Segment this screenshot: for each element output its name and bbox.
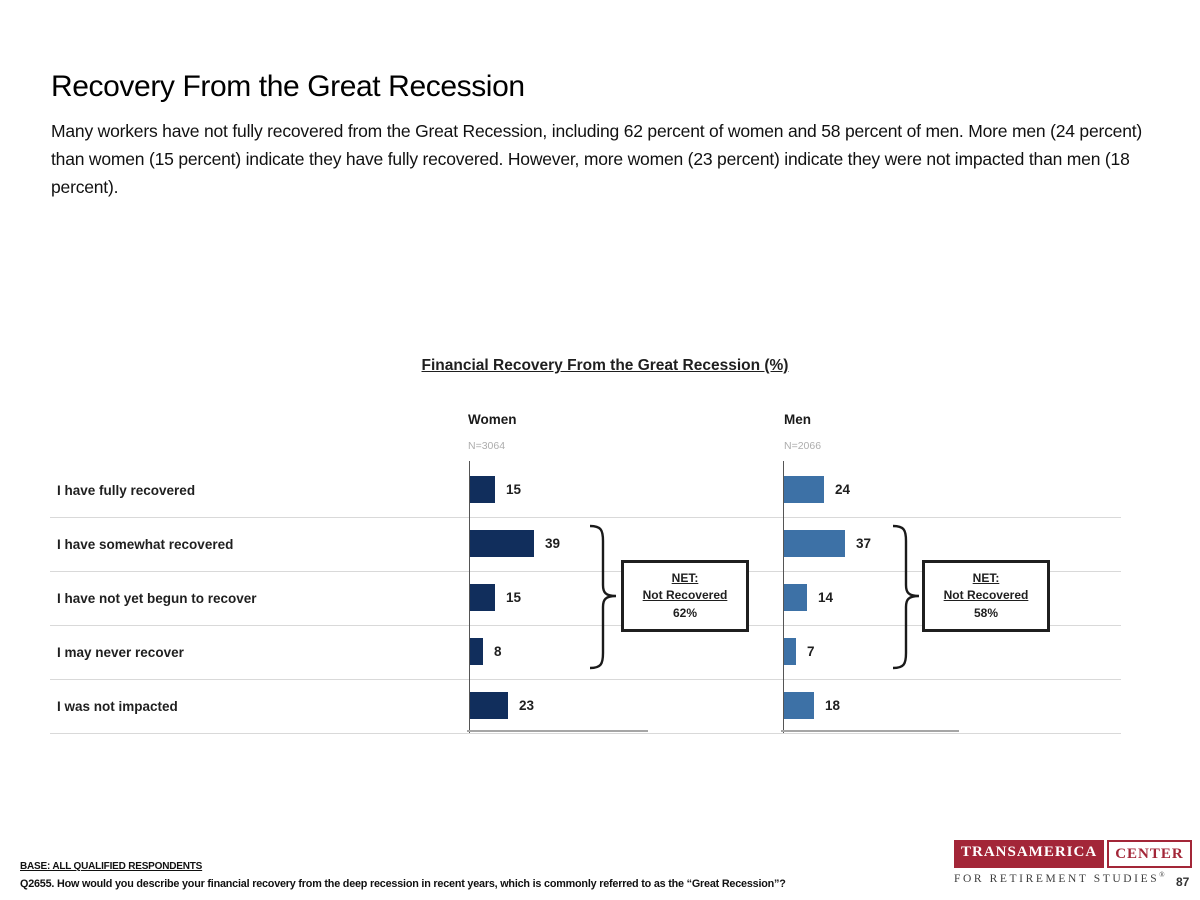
column-header-women: Women	[468, 412, 517, 427]
women-bar-value: 15	[506, 482, 522, 497]
women-axis-line	[469, 461, 470, 733]
category-label: I have somewhat recovered	[57, 536, 234, 552]
logo-tagline-text: FOR RETIREMENT STUDIES	[954, 872, 1160, 885]
category-label: I have fully recovered	[57, 482, 196, 498]
women-net-value: 62%	[672, 605, 698, 620]
registered-mark: ®	[1159, 871, 1165, 879]
category-label: I may never recover	[57, 644, 184, 660]
men-axis-line	[783, 461, 784, 733]
women-bar	[470, 530, 534, 557]
women-net-sublabel: Not Recovered	[642, 588, 728, 603]
women-bar-value: 15	[506, 590, 522, 605]
men-net-label: NET:	[972, 570, 1000, 585]
sample-size-men: N=2066	[784, 440, 822, 452]
women-bar-value: 23	[519, 698, 535, 713]
row-separator	[50, 517, 1121, 518]
base-note: BASE: ALL QUALIFIED RESPONDENTS	[20, 861, 203, 872]
women-bar	[470, 638, 483, 665]
women-bar-value: 39	[545, 536, 561, 551]
category-label: I was not impacted	[57, 698, 178, 714]
category-label: I have not yet begun to recover	[57, 590, 257, 606]
women-net-label: NET:	[671, 570, 699, 585]
column-header-men: Men	[784, 412, 811, 427]
question-note: Q2655. How would you describe your finan…	[20, 878, 786, 890]
women-net-box: NET: Not Recovered 62%	[621, 560, 749, 632]
men-net-box: NET: Not Recovered 58%	[922, 560, 1050, 632]
men-net-bracket	[892, 524, 920, 670]
men-bar	[784, 530, 845, 557]
men-bar	[784, 692, 814, 719]
logo-center: CENTER	[1107, 840, 1192, 868]
women-bar-value: 8	[494, 644, 502, 659]
men-bar-value: 18	[825, 698, 841, 713]
women-net-bracket	[589, 524, 617, 670]
men-bar	[784, 476, 824, 503]
logo-tagline: FOR RETIREMENT STUDIES®	[954, 871, 1166, 885]
men-net-value: 58%	[973, 605, 999, 620]
row-separator	[50, 733, 1121, 734]
men-net-sublabel: Not Recovered	[943, 588, 1029, 603]
men-bar-value: 14	[818, 590, 834, 605]
men-bar-value: 37	[856, 536, 872, 551]
row-separator	[50, 679, 1121, 680]
summary-paragraph: Many workers have not fully recovered fr…	[51, 121, 1143, 197]
chart-title: Financial Recovery From the Great Recess…	[421, 357, 789, 374]
men-bar	[784, 638, 796, 665]
transamerica-center-logo: TRANSAMERICA CENTER FOR RETIREMENT STUDI…	[954, 840, 1192, 885]
women-axis-baseline	[467, 730, 648, 732]
women-bar	[470, 476, 495, 503]
women-bar	[470, 584, 495, 611]
men-bar-value: 7	[807, 644, 815, 659]
page-number: 87	[1176, 875, 1190, 889]
men-bar-value: 24	[835, 482, 851, 497]
logo-transamerica: TRANSAMERICA	[954, 840, 1105, 868]
page-title: Recovery From the Great Recession	[51, 70, 525, 104]
logo-wordmark: TRANSAMERICA CENTER	[954, 840, 1192, 868]
men-axis-baseline	[781, 730, 959, 732]
row-separator	[50, 625, 1121, 626]
row-separator	[50, 571, 1121, 572]
sample-size-women: N=3064	[468, 440, 506, 452]
women-bar	[470, 692, 508, 719]
men-bar	[784, 584, 807, 611]
